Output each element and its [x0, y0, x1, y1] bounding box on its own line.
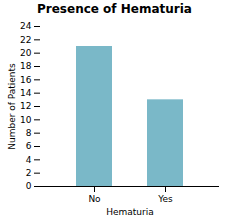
- svg-text:16: 16: [20, 75, 32, 85]
- svg-text:20: 20: [20, 48, 32, 58]
- svg-text:Yes: Yes: [157, 194, 173, 204]
- svg-text:18: 18: [20, 61, 32, 71]
- html-text:Presence of Hematuria: Presence of Hematuria: [37, 2, 192, 16]
- svg-text:Hematuria: Hematuria: [106, 207, 154, 217]
- svg-text:22: 22: [20, 35, 31, 45]
- svg-text:24: 24: [20, 21, 32, 31]
- svg-text:4: 4: [26, 155, 32, 165]
- svg-text:6: 6: [26, 141, 32, 151]
- svg-text:8: 8: [26, 128, 32, 138]
- svg-text:0: 0: [26, 181, 32, 191]
- svg-text:12: 12: [20, 101, 31, 111]
- svg-text:14: 14: [20, 88, 32, 98]
- svg-text:No: No: [88, 194, 101, 204]
- svg-text:10: 10: [20, 115, 32, 125]
- svg-text:2: 2: [26, 168, 32, 178]
- svg-text:Number of Patients: Number of Patients: [7, 63, 17, 150]
